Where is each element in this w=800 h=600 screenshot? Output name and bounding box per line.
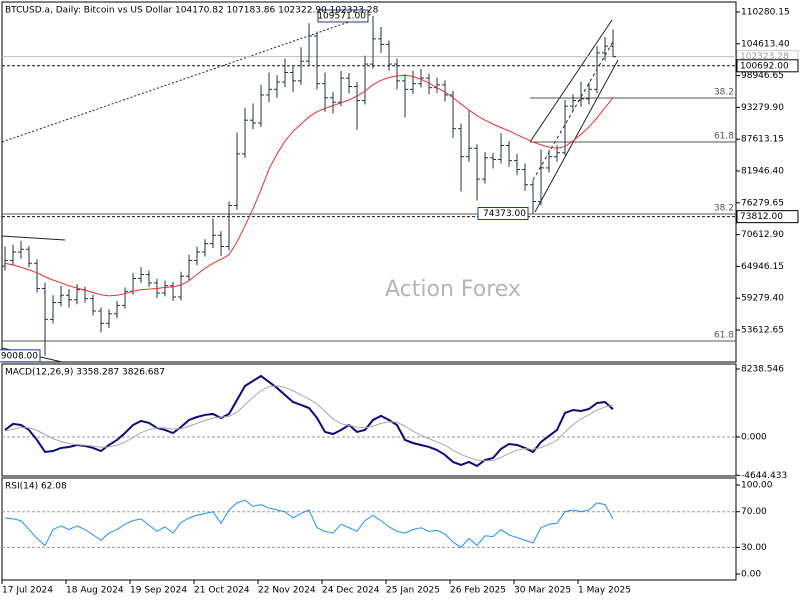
price-label: 100692.00 — [740, 61, 789, 71]
y-tick-label: 93279.90 — [741, 103, 784, 113]
x-tick-label: 17 Jul 2024 — [2, 586, 53, 596]
price-label: 102323.28 — [740, 52, 789, 62]
x-tick-label: 21 Oct 2024 — [194, 586, 250, 596]
panel-title: MACD(12,26,9) 3358.287 3826.687 — [5, 368, 165, 378]
indicator-line — [4, 385, 614, 462]
y-tick-label: 53612.65 — [741, 325, 784, 335]
channel-lower — [534, 59, 619, 213]
fib-label: 61.8 — [714, 132, 734, 142]
annotation-label: 49008.00 — [0, 351, 38, 361]
x-tick-label: 26 Feb 2025 — [450, 586, 506, 596]
y-tick-label: -4644.433 — [741, 471, 787, 481]
y-tick-label: 64946.15 — [741, 262, 784, 272]
annotation-label: 109571.00 — [317, 11, 366, 21]
rsi-panel — [1, 477, 737, 581]
channel-upper — [529, 19, 613, 143]
indicator-line — [4, 499, 614, 548]
y-tick-label: 0.000 — [741, 432, 767, 442]
fib-label: 38.2 — [714, 203, 734, 213]
y-tick-label: 81946.40 — [741, 166, 784, 176]
panel-title: BTCUSD.a, Daily: Bitcoin vs US Dollar 10… — [5, 6, 379, 16]
annotation-box — [0, 349, 41, 363]
y-tick-label: 100.00 — [741, 481, 773, 491]
moving-average — [4, 74, 614, 297]
fib-label: 61.8 — [714, 330, 734, 340]
y-tick-label: 8238.546 — [741, 364, 784, 374]
annotation-label: 74373.00 — [483, 209, 526, 219]
annotation-box — [477, 206, 529, 220]
y-tick-label: 110280.15 — [741, 7, 790, 17]
y-tick-label: 87613.15 — [741, 135, 784, 145]
price-label: 73812.00 — [740, 212, 783, 222]
macd-panel — [1, 363, 737, 477]
x-tick-label: 22 Nov 2024 — [258, 586, 316, 596]
x-tick-label: 18 Aug 2024 — [66, 586, 124, 596]
x-tick-label: 1 May 2025 — [578, 586, 631, 596]
y-tick-label: 98946.65 — [741, 71, 784, 81]
trend-line — [1, 235, 66, 241]
y-tick-label: 70.00 — [741, 507, 767, 517]
x-tick-label: 19 Sep 2024 — [130, 586, 187, 596]
y-tick-label: 30.00 — [741, 543, 767, 553]
y-tick-label: 70612.90 — [741, 230, 784, 240]
panel-title: RSI(14) 62.08 — [5, 482, 67, 492]
y-tick-label: 59279.40 — [741, 294, 784, 304]
y-tick-label: 76279.65 — [741, 198, 784, 208]
price-label-box — [736, 59, 799, 73]
x-tick-label: 24 Dec 2024 — [322, 586, 380, 596]
trend-line — [1, 13, 373, 143]
fib-label: 38.2 — [714, 87, 734, 97]
y-tick-label: 104613.40 — [741, 39, 790, 49]
y-tick-label: 0.00 — [741, 570, 761, 580]
annotation-box — [317, 9, 369, 23]
watermark: Action Forex — [385, 277, 521, 302]
x-tick-label: 30 Mar 2025 — [514, 586, 571, 596]
price-panel — [1, 1, 737, 363]
x-tick-label: 25 Jan 2025 — [386, 586, 440, 596]
price-label-box — [736, 210, 799, 224]
